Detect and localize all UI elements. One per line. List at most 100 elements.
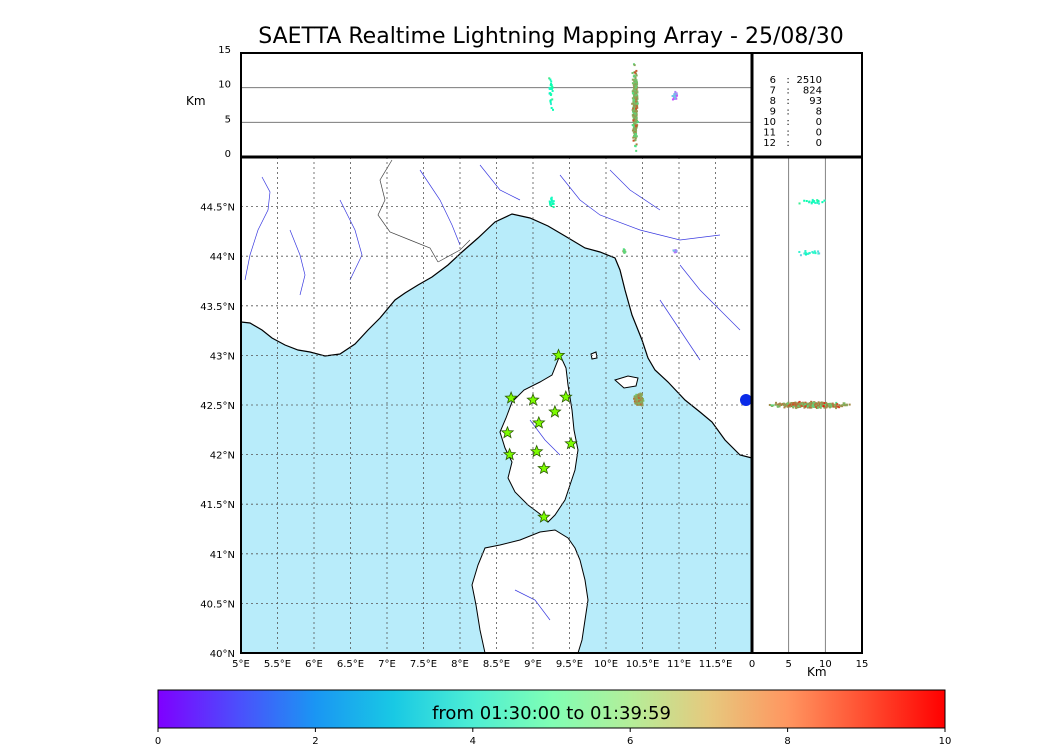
altitude-source-point bbox=[549, 88, 552, 91]
altitude-source-point bbox=[634, 128, 637, 131]
counts-value: 0 bbox=[816, 138, 822, 149]
map-source-point bbox=[637, 396, 640, 399]
altitude-source-point bbox=[631, 82, 634, 85]
side-source-point bbox=[783, 402, 786, 405]
side-source-point bbox=[816, 201, 819, 204]
altitude-source-point bbox=[552, 108, 555, 111]
side-source-point bbox=[825, 406, 828, 409]
station-star bbox=[548, 404, 562, 418]
altitude-source-point bbox=[632, 102, 635, 105]
side-source-point bbox=[775, 401, 778, 404]
counts-value: 8 bbox=[816, 107, 822, 118]
side-source-point bbox=[828, 406, 831, 409]
altitude-source-point bbox=[673, 97, 676, 100]
side-source-point bbox=[836, 403, 839, 406]
map-xtick-label: 8°E bbox=[451, 659, 469, 670]
side-source-point bbox=[815, 404, 818, 407]
altitude-ytick-label: 0 bbox=[225, 149, 231, 160]
map-source-point bbox=[673, 251, 676, 254]
side-source-point bbox=[823, 404, 826, 407]
side-source-point bbox=[841, 404, 844, 407]
altitude-source-point bbox=[634, 137, 637, 140]
altitude-source-point bbox=[635, 69, 638, 72]
map-source-point bbox=[637, 403, 640, 406]
side-source-point bbox=[784, 403, 787, 406]
altitude-source-point bbox=[550, 106, 553, 109]
map-source-point bbox=[636, 395, 639, 398]
side-source-point bbox=[811, 401, 814, 404]
side-source-point bbox=[835, 407, 838, 410]
counts-separator: : bbox=[786, 128, 789, 139]
altitude-source-point bbox=[633, 80, 636, 83]
side-source-point bbox=[823, 402, 826, 405]
altitude-source-point bbox=[632, 89, 635, 92]
map-source-point bbox=[552, 200, 555, 203]
map-source-point bbox=[551, 203, 554, 206]
counts-value: 0 bbox=[816, 128, 822, 139]
map-xtick-label: 9°E bbox=[524, 659, 542, 670]
side-source-point bbox=[819, 404, 822, 407]
altitude-source-point bbox=[635, 94, 638, 97]
map-source-point bbox=[640, 393, 643, 396]
side-source-point bbox=[845, 404, 848, 407]
altitude-source-point bbox=[635, 135, 638, 138]
altitude-source-point bbox=[634, 115, 637, 118]
side-source-point bbox=[816, 406, 819, 409]
map-source-point bbox=[550, 199, 553, 202]
altitude-source-point bbox=[635, 105, 638, 108]
map-source-point bbox=[623, 250, 626, 253]
side-source-point bbox=[797, 403, 800, 406]
map-source-point bbox=[639, 402, 642, 405]
side-source-point bbox=[779, 403, 782, 406]
altitude-source-point bbox=[631, 129, 634, 132]
altitude-source-point bbox=[634, 119, 637, 122]
side-source-point bbox=[835, 405, 838, 408]
altitude-source-point bbox=[633, 64, 636, 67]
colorbar-tick-label: 0 bbox=[155, 736, 161, 747]
map-xtick-label: 11°E bbox=[667, 659, 691, 670]
counts-separator: : bbox=[786, 75, 789, 86]
side-source-point bbox=[803, 252, 806, 255]
altitude-source-point bbox=[635, 107, 638, 110]
side-source-point bbox=[844, 404, 847, 407]
altitude-source-point bbox=[636, 106, 639, 109]
altitude-source-point bbox=[551, 86, 554, 89]
map-source-point bbox=[641, 403, 644, 406]
altitude-source-point bbox=[636, 120, 639, 123]
station-star bbox=[504, 390, 518, 404]
map-source-point bbox=[635, 393, 638, 396]
side-source-point bbox=[843, 402, 846, 405]
side-source-point bbox=[801, 402, 804, 405]
altitude-source-point bbox=[635, 126, 638, 129]
altitude-ytick-label: 15 bbox=[218, 45, 231, 56]
map-xtick-label: 8.5°E bbox=[483, 659, 510, 670]
altitude-source-point bbox=[636, 121, 639, 124]
side-panel bbox=[740, 157, 862, 653]
altitude-source-point bbox=[675, 94, 678, 97]
side-source-point bbox=[819, 402, 822, 405]
altitude-source-point bbox=[636, 90, 639, 93]
altitude-source-point bbox=[635, 80, 638, 83]
map-source-point bbox=[639, 403, 642, 406]
counts-value: 824 bbox=[803, 86, 822, 97]
side-source-point bbox=[793, 402, 796, 405]
side-source-point bbox=[772, 404, 775, 407]
altitude-source-point bbox=[635, 114, 638, 117]
altitude-source-point bbox=[633, 136, 636, 139]
map-xtick-label: 7.5°E bbox=[410, 659, 437, 670]
side-source-point bbox=[786, 405, 789, 408]
altitude-source-point bbox=[634, 83, 637, 86]
altitude-source-point bbox=[633, 135, 636, 138]
altitude-ytick-label: 5 bbox=[225, 114, 231, 125]
station-markers bbox=[500, 348, 578, 523]
altitude-source-point bbox=[631, 78, 634, 81]
side-source-point bbox=[809, 402, 812, 405]
counts-stations: 6 bbox=[770, 75, 776, 86]
side-source-point bbox=[814, 405, 817, 408]
side-source-point bbox=[798, 250, 801, 253]
altitude-source-point bbox=[631, 72, 634, 75]
altitude-source-point bbox=[636, 102, 639, 105]
station-star bbox=[564, 436, 578, 450]
map-ytick-label: 44.5°N bbox=[200, 203, 235, 214]
